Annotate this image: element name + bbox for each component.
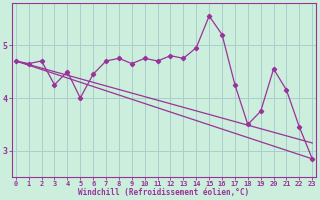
X-axis label: Windchill (Refroidissement éolien,°C): Windchill (Refroidissement éolien,°C) <box>78 188 250 197</box>
